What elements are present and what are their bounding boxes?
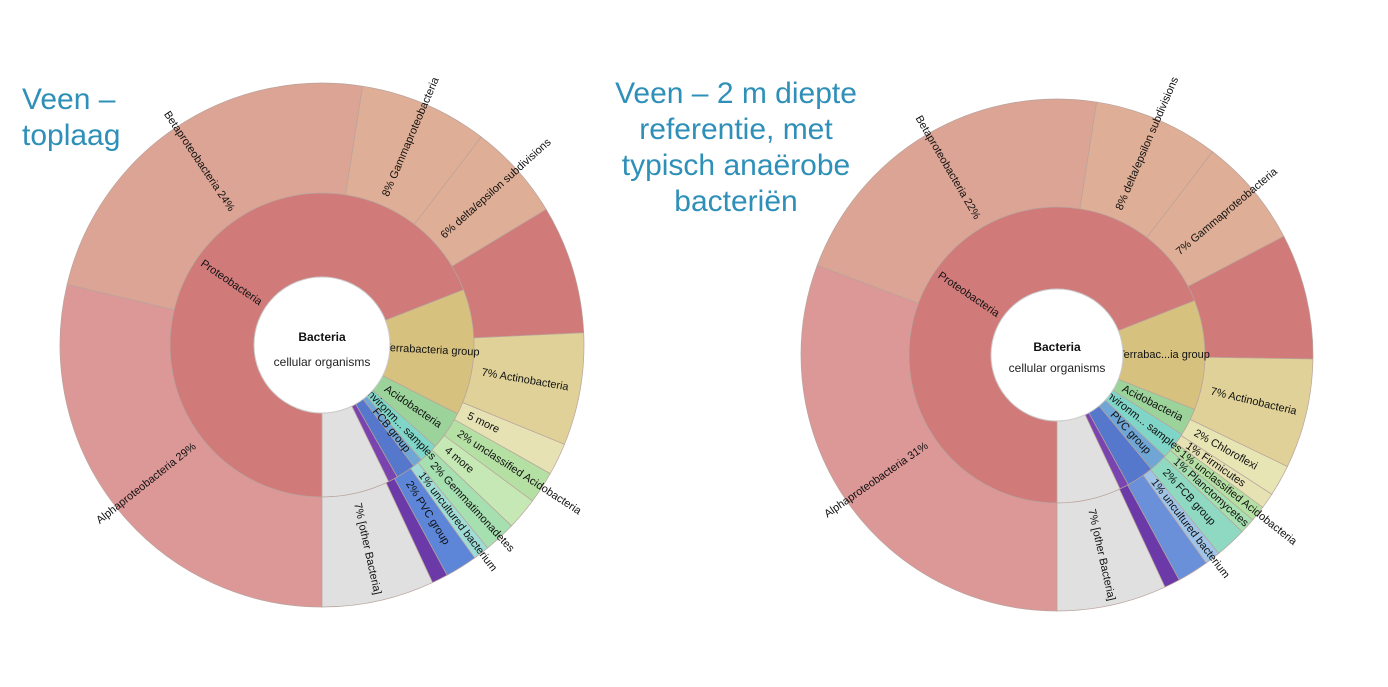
- title-line: typisch anaërobe: [621, 149, 851, 182]
- wedge-other-bacteria[interactable]: [321, 482, 433, 608]
- wedge-betaproteobacteria[interactable]: [66, 82, 363, 311]
- title-line: referentie, met: [639, 113, 833, 146]
- wedge-betaproteobacteria[interactable]: [816, 98, 1098, 304]
- title-line: Veen –: [22, 83, 116, 116]
- chart-marks: [800, 98, 1314, 612]
- inner-label-terrabac-ia-group: Terrabac...ia group: [1118, 349, 1210, 361]
- wedge-alphaproteobacteria[interactable]: [800, 264, 1058, 612]
- center-subtitle: cellular organisms: [1009, 361, 1106, 375]
- center-title: Bacteria: [298, 330, 346, 344]
- center-hole: [253, 276, 391, 414]
- center-hole: [990, 288, 1124, 422]
- center-subtitle: cellular organisms: [274, 355, 371, 369]
- wedge-other-bacteria[interactable]: [1056, 488, 1166, 612]
- title-line: bacteriën: [674, 185, 798, 218]
- chart-title-right: Veen – 2 m diepte referentie, met typisc…: [612, 76, 860, 220]
- wedge-alphaproteobacteria[interactable]: [59, 284, 323, 608]
- inner-label-terrabacteria-group: Terrabacteria group: [384, 342, 480, 359]
- chart-title-left: Veen – toplaag: [22, 82, 152, 154]
- center-title: Bacteria: [1033, 340, 1081, 354]
- chart-marks: [59, 82, 585, 608]
- title-line: Veen – 2 m diepte: [615, 77, 857, 110]
- title-line: toplaag: [22, 119, 121, 152]
